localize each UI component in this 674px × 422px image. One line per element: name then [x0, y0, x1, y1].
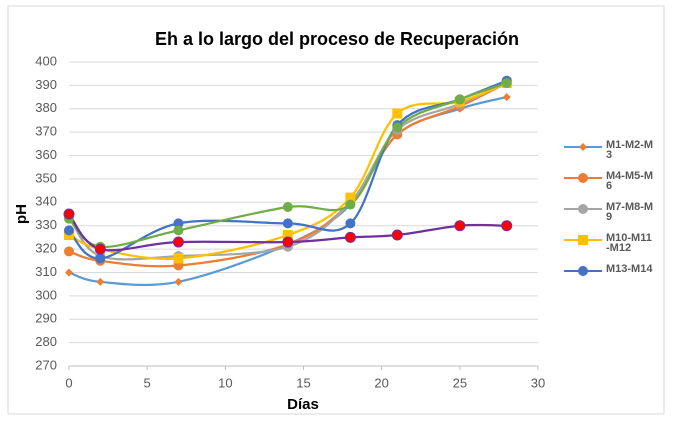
marker	[282, 236, 294, 248]
marker	[501, 220, 513, 232]
legend-key	[564, 235, 602, 245]
legend-label: M1-M2-M3	[606, 139, 654, 161]
legend-key	[564, 173, 602, 183]
marker	[454, 220, 466, 232]
legend-item: M13-M14	[562, 264, 672, 295]
marker	[345, 218, 356, 229]
marker	[391, 229, 403, 241]
marker	[173, 218, 184, 229]
legend-item: M7-M8-M9	[562, 202, 672, 233]
legend-label: M7-M8-M9	[606, 201, 654, 223]
x-tick-label: 5	[144, 375, 151, 390]
legend-key	[564, 266, 602, 276]
y-tick-label: 370	[35, 124, 57, 139]
marker	[578, 173, 588, 183]
marker	[173, 225, 184, 236]
marker	[173, 253, 184, 264]
x-tick-label: 20	[374, 375, 388, 390]
legend-label: M4-M5-M6	[606, 170, 654, 192]
marker	[64, 246, 74, 257]
x-tick-label: 0	[65, 375, 72, 390]
marker	[282, 218, 293, 229]
legend-key	[564, 143, 602, 151]
y-tick-label: 380	[35, 100, 57, 115]
marker	[501, 78, 512, 89]
marker	[345, 192, 356, 203]
x-tick-label: 25	[453, 375, 467, 390]
y-tick-label: 290	[35, 311, 57, 326]
marker	[172, 236, 184, 248]
legend-item: M1-M2-M3	[562, 140, 672, 171]
marker	[64, 225, 74, 236]
legend: M1-M2-M3 M4-M5-M6 M7-M8-M9 M10-M11-M12 M13-M…	[562, 140, 672, 295]
marker	[392, 108, 403, 119]
marker	[454, 94, 465, 105]
marker	[96, 277, 105, 286]
legend-item: M10-M11-M12	[562, 233, 672, 264]
y-tick-label: 360	[35, 147, 57, 162]
x-tick-label: 30	[531, 375, 545, 390]
y-tick-label: 310	[35, 264, 57, 279]
marker	[578, 235, 588, 245]
marker	[344, 231, 356, 243]
x-tick-label: 15	[296, 375, 310, 390]
marker	[94, 243, 106, 255]
series-line	[68, 81, 508, 249]
y-axis-label: pH	[13, 204, 30, 224]
y-tick-label: 340	[35, 194, 57, 209]
series-line	[68, 213, 507, 252]
marker	[502, 93, 511, 102]
marker	[65, 268, 73, 277]
y-tick-label: 320	[35, 241, 57, 256]
legend-key	[564, 204, 602, 214]
marker	[392, 122, 403, 133]
y-tick-label: 350	[35, 170, 57, 185]
y-tick-label: 300	[35, 287, 57, 302]
legend-item: M4-M5-M6	[562, 171, 672, 202]
x-axis-label: Días	[287, 396, 319, 413]
marker	[63, 208, 75, 220]
series-line	[68, 82, 508, 261]
chart-title: Eh a lo largo del proceso de Recuperació…	[155, 29, 519, 49]
marker	[345, 199, 356, 210]
y-tick-label: 280	[35, 334, 57, 349]
marker	[95, 253, 106, 264]
x-tick-label: 10	[218, 375, 232, 390]
marker	[579, 143, 587, 151]
marker	[578, 266, 588, 276]
y-tick-label: 390	[35, 77, 57, 92]
y-tick-label: 400	[35, 53, 57, 68]
marker	[282, 201, 293, 212]
legend-label: M13-M14	[606, 263, 653, 275]
legend-label: M10-M11-M12	[606, 232, 652, 254]
marker	[174, 277, 183, 286]
y-tick-label: 330	[35, 217, 57, 232]
y-tick-label: 270	[35, 357, 57, 372]
marker	[282, 230, 293, 241]
marker	[578, 204, 588, 214]
